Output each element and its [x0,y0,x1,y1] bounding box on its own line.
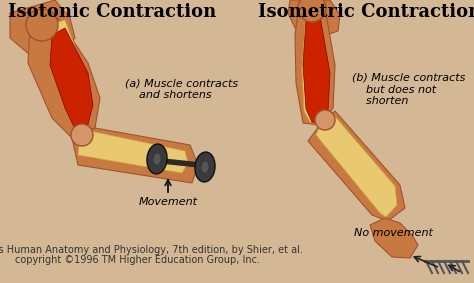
Polygon shape [370,218,418,258]
Polygon shape [295,8,335,125]
Circle shape [71,124,93,146]
Text: Hole's Human Anatomy and Physiology, 7th edition, by Shier, et al.: Hole's Human Anatomy and Physiology, 7th… [0,245,302,255]
Text: (b) Muscle contracts
    but does not
    shorten: (b) Muscle contracts but does not shorte… [352,73,465,106]
Text: (a) Muscle contracts
    and shortens: (a) Muscle contracts and shortens [125,78,238,100]
Ellipse shape [201,161,209,173]
Polygon shape [55,20,90,135]
Polygon shape [78,131,188,173]
Polygon shape [288,0,340,38]
Polygon shape [72,128,198,183]
Text: Isometric Contraction: Isometric Contraction [258,3,474,21]
Circle shape [26,9,58,41]
Polygon shape [316,113,397,217]
Circle shape [315,110,335,130]
Text: Movement: Movement [138,197,198,207]
Polygon shape [308,111,405,221]
Text: Isotonic Contraction: Isotonic Contraction [8,3,216,21]
Circle shape [298,0,326,22]
Text: copyright ©1996 TM Higher Education Group, Inc.: copyright ©1996 TM Higher Education Grou… [16,255,261,265]
Polygon shape [10,0,75,55]
Ellipse shape [153,153,161,165]
Text: No movement: No movement [354,228,432,238]
Polygon shape [28,18,100,138]
Ellipse shape [147,144,167,174]
Polygon shape [303,16,330,123]
Polygon shape [50,28,93,131]
Ellipse shape [195,152,215,182]
Polygon shape [302,13,326,123]
